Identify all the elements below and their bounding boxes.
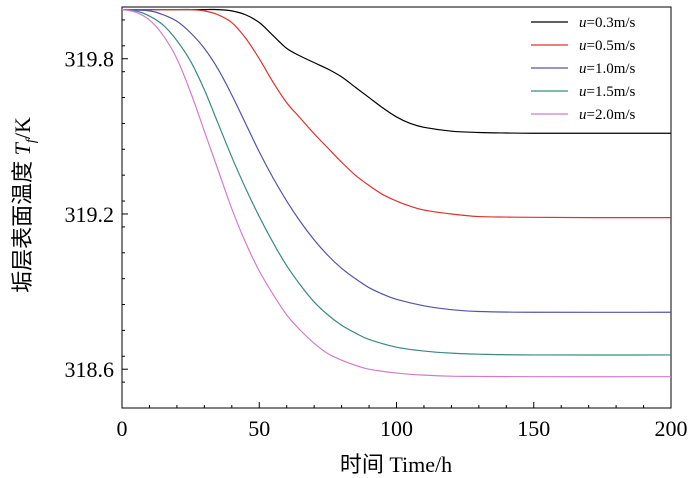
y-axis-label: 垢层表面温度 Tf/K (10, 117, 39, 293)
legend-value: =0.5m/s (587, 38, 636, 54)
legend-var: u (579, 107, 587, 123)
y-axis-label-var: T (10, 141, 35, 155)
legend-var: u (579, 38, 587, 54)
legend-value: =2.0m/s (587, 107, 636, 123)
legend: u=0.3m/su=0.5m/su=1.0m/su=1.5m/su=2.0m/s (531, 15, 636, 123)
legend-entry-2: u=1.0m/s (579, 61, 636, 77)
y-tick-label: 318.6 (65, 357, 115, 382)
legend-var: u (579, 61, 587, 77)
x-tick-label: 50 (248, 416, 270, 441)
legend-value: =0.3m/s (587, 15, 636, 31)
y-axis-label-main: 垢层表面温度 (10, 155, 35, 293)
x-axis-label: 时间 Time/h (340, 452, 452, 477)
x-tick-label: 0 (117, 416, 128, 441)
y-tick-label: 319.2 (65, 202, 115, 227)
y-axis-label-sub: f (24, 137, 39, 143)
axes: 0 50 100 150 200 318.6 319.2 319.8 (65, 6, 688, 441)
series-line-3 (121, 8, 672, 356)
x-tick-label: 150 (517, 416, 550, 441)
legend-entry-3: u=1.5m/s (579, 84, 636, 100)
y-axis-label-unit: /K (10, 117, 35, 139)
legend-entry-1: u=0.5m/s (579, 38, 636, 54)
legend-entry-0: u=0.3m/s (579, 15, 636, 31)
legend-value: =1.0m/s (587, 61, 636, 77)
x-tick-label: 200 (655, 416, 688, 441)
legend-entry-4: u=2.0m/s (579, 107, 636, 123)
series-group (121, 8, 672, 378)
series-line-1 (122, 8, 672, 219)
legend-var: u (579, 84, 587, 100)
legend-var: u (579, 15, 587, 31)
series-line-2 (121, 8, 672, 313)
y-tick-label: 319.8 (65, 47, 115, 72)
series-line-4 (121, 8, 672, 378)
series-line-0 (122, 8, 671, 134)
x-tick-label: 100 (380, 416, 413, 441)
legend-value: =1.5m/s (587, 84, 636, 100)
